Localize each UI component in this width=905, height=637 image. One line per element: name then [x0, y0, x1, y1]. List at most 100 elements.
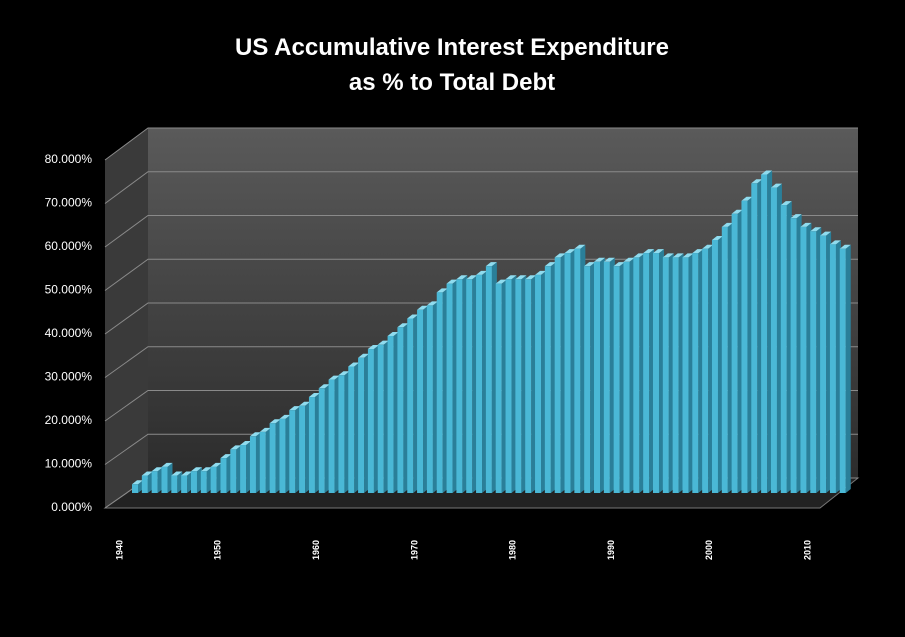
bar — [800, 226, 807, 493]
bar-top — [594, 257, 606, 262]
bar-top — [800, 222, 812, 227]
y-tick-label: 70.000% — [45, 196, 93, 210]
bar-top — [407, 314, 419, 319]
bar — [161, 466, 168, 493]
bar-top — [387, 331, 399, 336]
bar — [643, 253, 650, 493]
bar-side — [226, 454, 232, 493]
bar-side — [796, 214, 802, 493]
bar-top — [269, 419, 281, 424]
bar-top — [584, 262, 596, 267]
x-tick-label: 1960 — [311, 540, 321, 560]
bar-side — [344, 371, 350, 493]
bar — [387, 335, 394, 493]
bar-top — [171, 471, 183, 476]
bar — [132, 484, 138, 493]
y-tick-label: 60.000% — [45, 239, 93, 253]
bar-side — [550, 262, 556, 493]
bar — [466, 279, 473, 493]
bar-side — [432, 301, 438, 493]
bar — [249, 436, 256, 493]
bar-top — [220, 454, 232, 459]
chart-title: as % to Total Debt — [349, 69, 555, 96]
bar-top — [564, 249, 576, 254]
bar-side — [816, 227, 822, 493]
x-tick-label: 1940 — [114, 540, 124, 560]
bar — [397, 327, 404, 493]
bar-side — [393, 331, 399, 493]
bar-top — [662, 253, 674, 258]
bar — [554, 257, 561, 493]
bar-top — [230, 445, 242, 450]
bar — [181, 475, 188, 493]
bar-side — [767, 170, 773, 493]
bar-top — [436, 288, 448, 293]
bar-side — [167, 462, 173, 493]
bar — [829, 244, 836, 493]
bar-top — [466, 275, 478, 280]
bar-top — [141, 471, 153, 476]
bar-top — [623, 257, 635, 262]
bar-top — [495, 279, 507, 284]
bar — [810, 231, 817, 493]
bar — [574, 248, 581, 493]
bar-side — [373, 345, 379, 493]
bar-side — [600, 257, 606, 493]
bar — [240, 445, 247, 493]
bar-side — [364, 353, 370, 493]
bar — [279, 418, 286, 493]
bar-top — [348, 362, 360, 367]
bar-side — [806, 222, 812, 493]
bar-top — [367, 345, 379, 350]
bar-side — [511, 275, 517, 493]
bar — [328, 379, 335, 493]
bar-top — [328, 375, 340, 380]
bar-side — [305, 401, 311, 493]
bar — [761, 174, 768, 493]
bar — [367, 349, 374, 493]
bar-side — [560, 253, 566, 493]
bar-top — [456, 275, 468, 280]
bar-top — [603, 257, 615, 262]
bar-side — [462, 275, 468, 493]
bar-side — [255, 432, 261, 493]
y-tick-label: 30.000% — [45, 370, 93, 384]
bar-top — [839, 244, 851, 249]
y-tick-label: 80.000% — [45, 152, 93, 166]
bar-top — [525, 275, 537, 280]
bar-top — [249, 432, 261, 437]
bar-top — [318, 384, 330, 389]
bar — [702, 248, 709, 493]
bar-side — [246, 441, 252, 493]
bar-top — [643, 249, 655, 254]
bar — [476, 274, 483, 493]
bar-side — [757, 179, 763, 493]
bar-top — [820, 231, 832, 236]
bar-top — [358, 353, 370, 358]
bar-top — [505, 275, 517, 280]
bar-side — [482, 270, 488, 493]
bar-top — [672, 253, 684, 258]
bar-side — [265, 427, 271, 493]
bar — [338, 375, 345, 493]
bar-side — [737, 209, 743, 494]
bar — [377, 344, 384, 493]
bar — [603, 261, 610, 493]
bar-top — [652, 249, 664, 254]
bar-side — [413, 314, 419, 493]
bar-top — [633, 253, 645, 258]
bar — [299, 405, 306, 493]
bar-side — [570, 249, 576, 493]
bar-side — [609, 257, 615, 493]
bar-side — [717, 235, 723, 493]
y-tick-label: 20.000% — [45, 413, 93, 427]
bar-top — [161, 462, 173, 467]
bar-side — [826, 231, 832, 494]
bar-top — [711, 235, 723, 240]
bar — [151, 471, 158, 493]
y-tick-label: 10.000% — [45, 457, 93, 471]
bar-top — [417, 305, 429, 310]
bar-side — [314, 393, 320, 493]
bar-side — [501, 279, 507, 493]
bar — [358, 357, 365, 493]
